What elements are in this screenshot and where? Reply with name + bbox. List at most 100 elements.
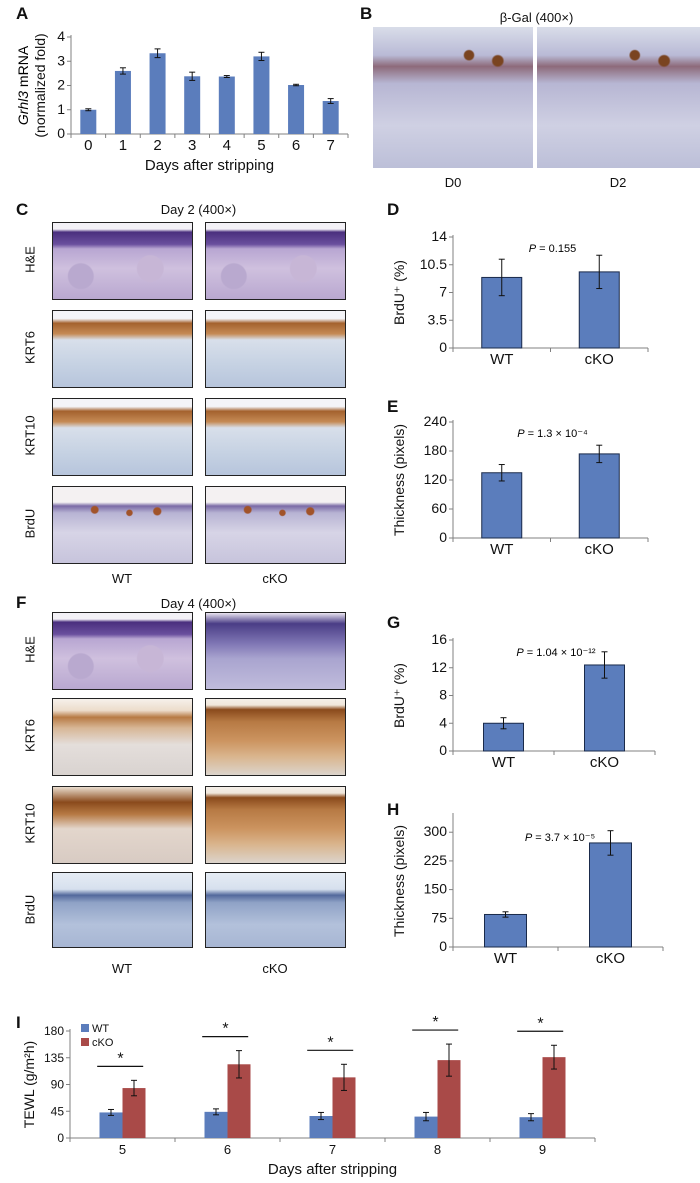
chart-a-x-tick-label: 3: [188, 137, 196, 154]
panel-label-d: D: [387, 200, 400, 219]
chart-h-y-tick-label: 75: [431, 909, 447, 925]
day4-cko-krt10-image: [205, 786, 346, 864]
chart-i-bar-cko: [332, 1077, 356, 1138]
chart-a-bar-3: [184, 76, 201, 134]
chart-i-y-label: TEWL (g/m²h): [21, 1041, 37, 1128]
col-label-cko: cKO: [262, 571, 288, 586]
chart-h-x-tick-label: cKO: [596, 950, 625, 967]
chart-a-bar-4: [218, 76, 235, 134]
chart-h-x-tick-label: WT: [494, 950, 517, 967]
chart-e-p-value: P = 1.3 × 10⁻⁴: [517, 428, 588, 440]
chart-h-bar-cko: [589, 842, 632, 948]
chart-i-bar-wt: [204, 1111, 228, 1138]
chart-e-bar-wt: [481, 472, 523, 539]
chart-i-significance-star: *: [222, 1021, 228, 1038]
chart-d-y-tick-label: 10.5: [420, 256, 447, 272]
chart-i-x-tick-label: 5: [119, 1142, 126, 1157]
chart-d-p-value: P = 0.155: [529, 243, 576, 255]
chart-i-x-label: Days after stripping: [268, 1161, 397, 1178]
chart-i-significance-star: *: [432, 1014, 438, 1031]
chart-h-bar-wt: [484, 913, 527, 948]
panel-label-a: A: [16, 4, 29, 23]
chart-i-y-tick-label: 0: [57, 1131, 64, 1145]
chart-d-x-tick-label: WT: [490, 351, 513, 368]
chart-i-bar-wt: [309, 1116, 333, 1138]
chart-a-y-label-line2: (normalized fold): [32, 33, 48, 137]
chart-g-x-tick-label: WT: [492, 754, 515, 771]
chart-i-bar-cko: [437, 1060, 461, 1138]
day2-cko-krt10-image: [205, 398, 346, 476]
chart-g-y-tick-label: 16: [431, 631, 447, 647]
chart-a-x-tick-label: 1: [119, 137, 127, 154]
chart-a-y-tick-label: 1: [57, 101, 65, 117]
chart-i-bar-cko: [542, 1057, 566, 1138]
day2-cko-he-image: [205, 222, 346, 300]
chart-e-y-tick-label: 240: [424, 413, 448, 429]
day4-wt-brdu-image: [52, 872, 193, 948]
chart-a-x-tick-label: 0: [84, 137, 92, 154]
chart-a-x-tick-label: 6: [292, 137, 300, 154]
chart-i-legend-swatch-cko: [81, 1038, 89, 1046]
chart-e-x-tick-label: WT: [490, 541, 513, 558]
col-label-d2: D2: [609, 175, 627, 190]
chart-h-y-label: Thickness (pixels): [391, 825, 407, 937]
chart-e-y-tick-label: 60: [431, 500, 447, 516]
chart-d-x-tick-label: cKO: [585, 351, 614, 368]
panel-f-title: Day 4 (400×): [160, 596, 237, 611]
bgal-d2-image: [537, 27, 700, 168]
chart-a-bar-5: [253, 56, 270, 134]
panel-label-g: G: [387, 613, 401, 632]
chart-d-y-label: BrdU⁺ (%): [391, 260, 407, 325]
chart-a-bar-7: [322, 101, 339, 134]
chart-a-bar-0: [80, 109, 97, 134]
chart-i-bar-wt: [414, 1116, 438, 1138]
panel-label-b: B: [360, 4, 373, 23]
day4-cko-brdu-image: [205, 872, 346, 948]
chart-d-y-tick-label: 14: [431, 228, 447, 244]
chart-g-y-tick-label: 12: [431, 659, 447, 675]
chart-d-y-tick-label: 0: [439, 339, 447, 355]
chart-i-legend-label: WT: [92, 1023, 109, 1035]
day4-wt-krt6-image: [52, 698, 193, 776]
panel-c-title: Day 2 (400×): [160, 202, 237, 217]
chart-a-y-tick-label: 2: [57, 77, 65, 93]
chart-i-legend-label: cKO: [92, 1037, 114, 1049]
chart-h-y-tick-label: 300: [424, 823, 448, 839]
day2-cko-krt6-image: [205, 310, 346, 388]
chart-d-y-tick-label: 3.5: [428, 311, 448, 327]
chart-i-significance-star: *: [537, 1015, 543, 1032]
col-label-wt: WT: [111, 571, 133, 586]
chart-i-y-tick-label: 90: [51, 1078, 65, 1092]
chart-h-y-tick-label: 150: [424, 881, 448, 897]
chart-e-bar-cko: [578, 453, 620, 539]
chart-a-x-tick-label: 4: [223, 137, 231, 154]
day2-wt-he-image: [52, 222, 193, 300]
chart-i-x-tick-label: 9: [539, 1142, 546, 1157]
chart-a-x-tick-label: 2: [153, 137, 161, 154]
day4-cko-he-image: [205, 612, 346, 690]
chart-a-bar-2: [149, 53, 166, 135]
panel-label-h: H: [387, 800, 400, 819]
chart-i-x-tick-label: 8: [434, 1142, 441, 1157]
chart-e-y-tick-label: 180: [424, 442, 448, 458]
col-label-wt: WT: [111, 961, 133, 976]
chart-i-bar-wt: [99, 1112, 123, 1138]
bgal-d0-image: [373, 27, 533, 168]
chart-a-bar-1: [114, 70, 131, 134]
chart-i-significance-star: *: [117, 1050, 123, 1067]
chart-e-x-tick-label: cKO: [585, 541, 614, 558]
chart-g-y-label: BrdU⁺ (%): [391, 663, 407, 728]
panel-label-i: I: [16, 1013, 21, 1032]
chart-a-y-tick-label: 4: [57, 28, 65, 44]
day2-cko-brdu-image: [205, 486, 346, 564]
day2-wt-krt6-image: [52, 310, 193, 388]
chart-a-y-label: Grhl3 mRNA: [15, 45, 31, 125]
chart-i-y-tick-label: 45: [51, 1104, 65, 1118]
chart-i-bar-cko: [227, 1064, 251, 1138]
chart-g-bar-cko: [584, 664, 625, 752]
chart-i-y-tick-label: 180: [44, 1024, 64, 1038]
chart-i-y-tick-label: 135: [44, 1051, 64, 1065]
chart-i-significance-star: *: [327, 1034, 333, 1051]
chart-g-p-value: P = 1.04 × 10⁻¹²: [516, 647, 596, 659]
chart-g-x-tick-label: cKO: [590, 754, 619, 771]
